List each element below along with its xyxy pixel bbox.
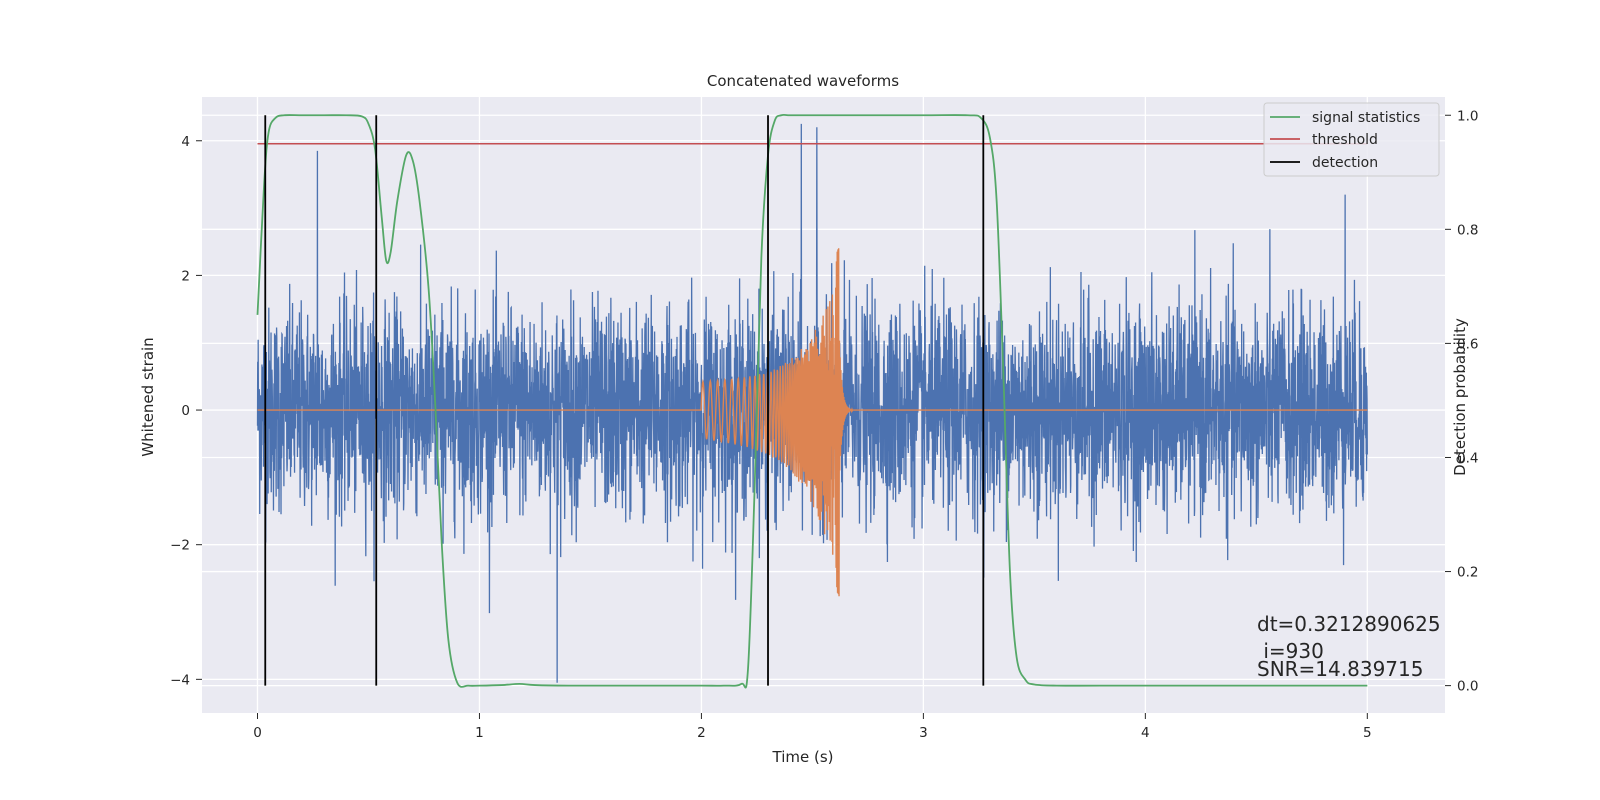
y-tick-label-left: 0	[181, 403, 190, 419]
chirp-waveform-line	[257, 248, 1368, 597]
annotation-dt: dt=0.3212890625	[1257, 612, 1441, 636]
annotation-snr: SNR=14.839715	[1257, 657, 1423, 681]
grid-lines	[202, 97, 1445, 713]
left-y-axis: −4 −2 0 2 4	[170, 134, 202, 688]
legend-label-detection: detection	[1312, 155, 1378, 171]
y-tick-label-right: 0.0	[1457, 679, 1478, 695]
x-axis-label: Time (s)	[772, 748, 834, 766]
x-tick-label: 2	[697, 725, 706, 741]
x-tick-label: 5	[1363, 725, 1372, 741]
y-tick-label-right: 0.4	[1457, 450, 1478, 466]
y-tick-label-right: 0.6	[1457, 336, 1478, 352]
legend-box	[1263, 102, 1440, 177]
legend: signal statistics threshold detection	[1263, 102, 1440, 177]
y-tick-label-left: −4	[170, 672, 190, 688]
legend-label-signal-statistics: signal statistics	[1312, 110, 1420, 126]
y-tick-label-left: 2	[181, 268, 190, 284]
y-axis-label-right: Detection probability	[1451, 318, 1469, 476]
plot-content	[256, 113, 1368, 689]
y-tick-label-right: 1.0	[1457, 108, 1478, 124]
x-axis: 0 1 2 3 4 5	[253, 713, 1372, 741]
legend-label-threshold: threshold	[1312, 132, 1378, 148]
annotation-index: i=930	[1257, 639, 1324, 663]
x-tick-label: 1	[475, 725, 484, 741]
y-tick-label-right: 0.2	[1457, 565, 1478, 581]
x-tick-label: 3	[919, 725, 928, 741]
detection-lines	[264, 115, 985, 686]
y-tick-label-left: 4	[181, 134, 190, 150]
y-tick-label-right: 0.8	[1457, 222, 1478, 238]
y-axis-label-left: Whitened strain	[139, 337, 157, 456]
right-y-axis: 0.0 0.2 0.4 0.6 0.8 1.0	[1445, 108, 1478, 695]
x-tick-label: 4	[1141, 725, 1150, 741]
y-tick-label-left: −2	[170, 538, 190, 554]
signal-statistics-line	[256, 113, 1368, 689]
x-tick-label: 0	[253, 725, 262, 741]
chart-title: Concatenated waveforms	[707, 72, 899, 90]
